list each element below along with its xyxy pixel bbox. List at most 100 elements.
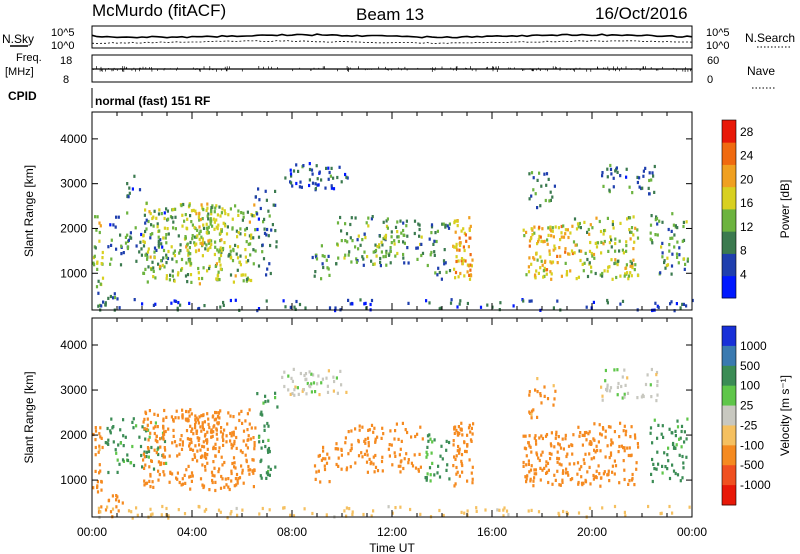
data-cell — [528, 299, 531, 303]
data-cell — [168, 278, 171, 282]
data-cell — [567, 444, 571, 448]
data-cell — [684, 262, 687, 266]
data-cell — [613, 430, 616, 434]
data-cell — [463, 511, 466, 515]
data-cell — [185, 261, 188, 265]
data-cell — [554, 436, 557, 440]
data-cell — [126, 246, 129, 251]
data-cell — [378, 234, 381, 238]
data-cell — [195, 416, 198, 420]
data-cell — [414, 434, 417, 439]
data-cell — [195, 212, 198, 216]
data-cell — [207, 241, 210, 245]
cpid-value: normal (fast) 151 RF — [95, 94, 210, 108]
data-cell — [223, 209, 226, 213]
data-cell — [618, 239, 621, 243]
data-cell — [96, 480, 99, 484]
data-cell — [505, 509, 509, 513]
data-cell — [228, 252, 231, 257]
data-cell — [167, 232, 170, 236]
data-cell — [214, 240, 217, 244]
colorbar-swatch — [722, 120, 736, 143]
data-cell — [213, 252, 216, 257]
cpid-label: CPID — [8, 89, 37, 103]
colorbar-tick-label: -1000 — [740, 478, 771, 492]
data-cell — [251, 458, 254, 462]
data-cell — [434, 231, 437, 235]
data-cell — [316, 177, 319, 181]
data-cell — [564, 471, 567, 475]
data-cell — [666, 453, 669, 457]
data-cell — [236, 479, 239, 483]
data-cell — [630, 425, 633, 429]
data-cell — [445, 439, 448, 443]
data-cell — [438, 270, 441, 275]
data-cell — [638, 185, 641, 189]
data-cell — [222, 438, 225, 443]
data-cell — [138, 435, 141, 439]
data-cell — [566, 512, 569, 516]
data-cell — [211, 478, 214, 483]
data-cell — [116, 458, 119, 462]
data-cell — [455, 242, 458, 246]
data-cell — [457, 275, 460, 279]
data-cell — [550, 444, 553, 448]
data-cell — [114, 448, 117, 452]
data-cell — [138, 188, 142, 192]
data-cell — [232, 280, 235, 284]
data-cell — [256, 227, 259, 232]
colorbar-label: Power [dB] — [778, 180, 792, 239]
data-cell — [417, 469, 420, 473]
data-cell — [212, 447, 215, 451]
data-cell — [165, 277, 168, 281]
data-cell — [556, 469, 559, 473]
data-cell — [416, 432, 419, 436]
data-cell — [629, 230, 632, 234]
data-cell — [245, 277, 249, 281]
data-cell — [206, 202, 209, 206]
data-cell — [252, 262, 255, 266]
data-cell — [678, 453, 681, 457]
data-cell — [389, 261, 392, 265]
data-cell — [111, 507, 115, 511]
data-cell — [380, 459, 384, 464]
data-cell — [210, 206, 213, 210]
data-cell — [229, 431, 232, 436]
data-cell — [179, 438, 182, 442]
data-cell — [367, 224, 370, 228]
data-cell — [230, 479, 233, 483]
data-cell — [609, 451, 613, 455]
data-cell — [190, 262, 193, 266]
data-cell — [378, 243, 381, 247]
data-cell — [439, 454, 442, 458]
data-cell — [177, 416, 180, 420]
data-cell — [629, 237, 632, 241]
data-cell — [470, 274, 473, 278]
data-cell — [651, 479, 654, 484]
data-cell — [363, 439, 366, 443]
data-cell — [551, 226, 554, 230]
data-cell — [347, 430, 350, 434]
data-cell — [267, 438, 270, 442]
data-cell — [218, 257, 221, 261]
data-cell — [295, 163, 298, 167]
data-cell — [208, 264, 211, 268]
data-cell — [380, 240, 383, 244]
data-cell — [183, 512, 187, 516]
data-cell — [457, 425, 460, 429]
data-cell — [222, 246, 225, 251]
data-cell — [291, 379, 294, 383]
data-cell — [236, 235, 239, 239]
data-cell — [298, 302, 302, 307]
data-cell — [562, 224, 565, 228]
data-cell — [557, 457, 561, 461]
data-cell — [347, 452, 350, 456]
data-cell — [189, 447, 192, 451]
data-cell — [454, 270, 458, 275]
data-cell — [349, 448, 352, 453]
data-cell — [311, 172, 314, 176]
colorbar-tick-label: 100 — [740, 379, 760, 393]
data-cell — [159, 445, 162, 449]
data-cell — [438, 508, 441, 513]
data-cell — [180, 257, 184, 262]
